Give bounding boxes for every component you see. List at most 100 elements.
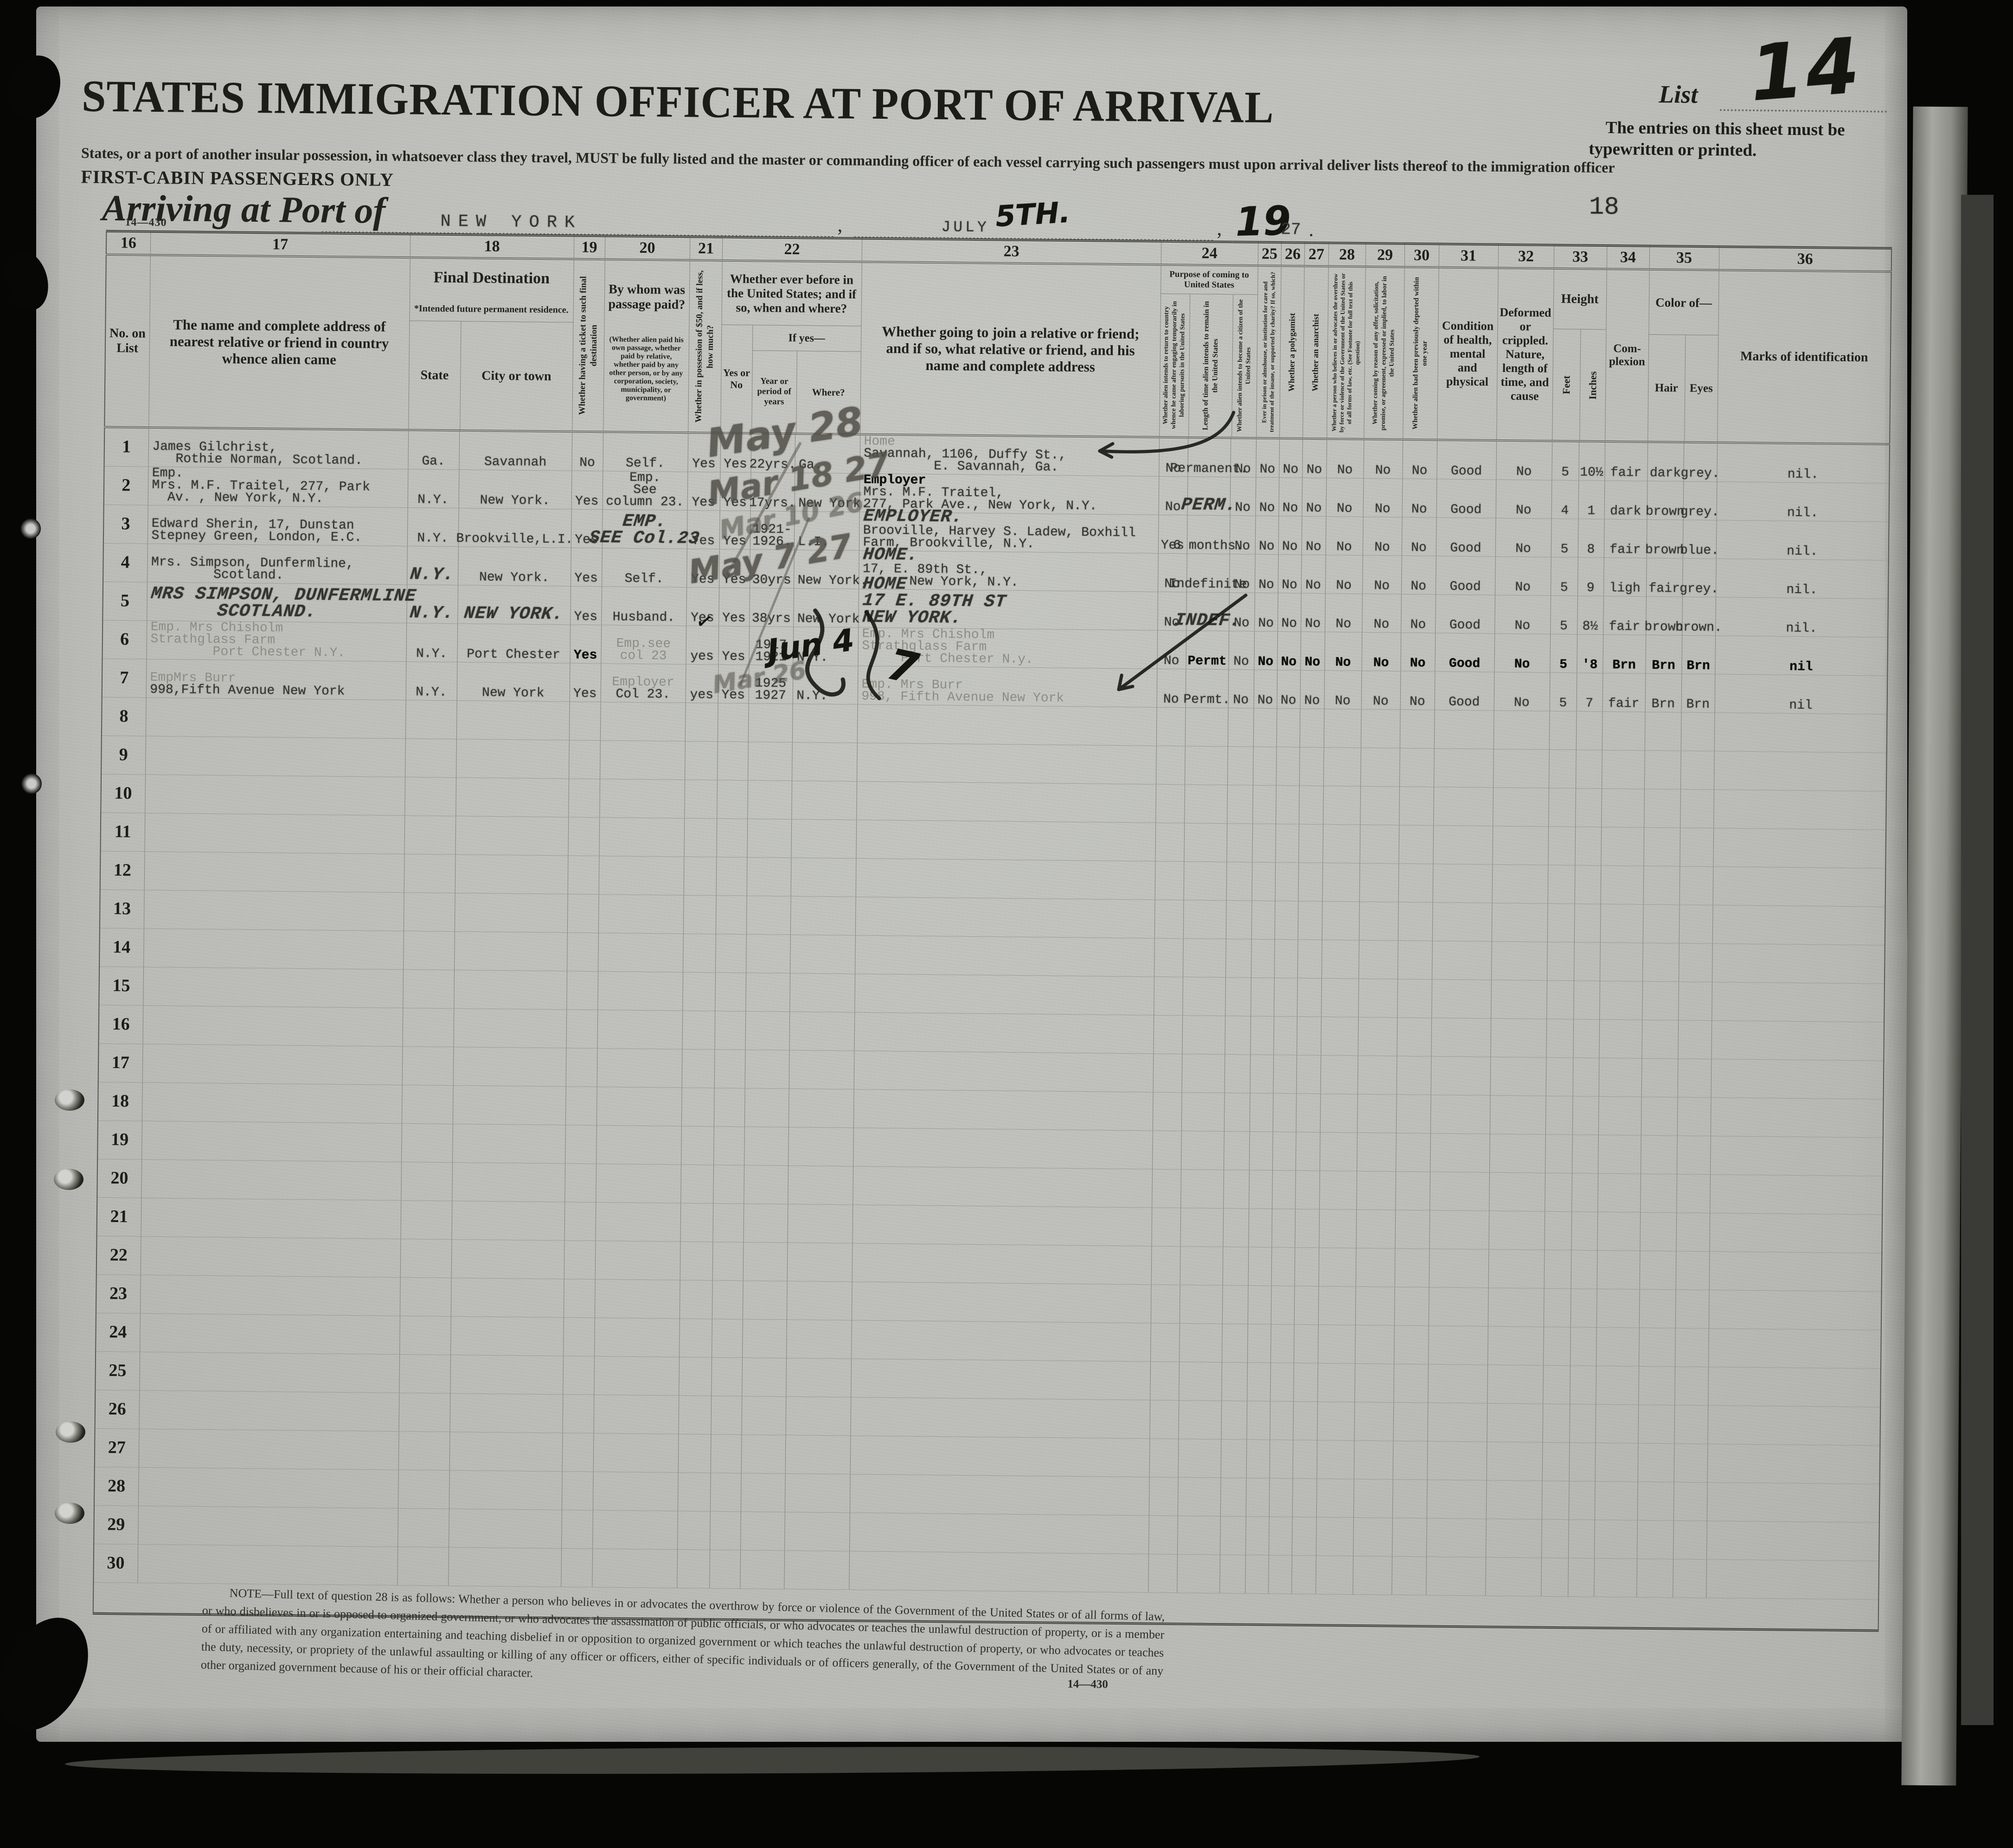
cell-c17 <box>141 1159 402 1201</box>
cell-c18s <box>405 738 456 778</box>
cell-c20 <box>596 1087 682 1126</box>
column-number: 33 <box>1553 245 1607 269</box>
cell-c33i: 7 <box>1576 672 1603 712</box>
cell-c24b <box>1177 1554 1220 1593</box>
cell-c21 <box>681 1087 714 1127</box>
cell-line: No <box>1336 501 1353 516</box>
cell-line: 12 <box>113 860 132 880</box>
column-header-anarchist: Whether an anarchist <box>1302 266 1328 439</box>
list-number-handwritten: 14 <box>1746 21 1866 119</box>
cell-c21 <box>685 703 718 742</box>
cell-c28 <box>1321 978 1359 1017</box>
cell-c33f: 5 <box>1550 634 1577 673</box>
cell-c33i <box>1573 980 1600 1020</box>
cell-c24b <box>1183 938 1226 978</box>
column-number: 18 <box>410 234 574 259</box>
cell-c18s: N.Y. <box>407 546 458 585</box>
cell-c32 <box>1485 1557 1542 1597</box>
cell-c33i <box>1568 1481 1595 1520</box>
cell-line: No <box>1304 693 1320 709</box>
column-number: 29 <box>1365 243 1405 267</box>
cell-c33i <box>1568 1519 1595 1559</box>
cell-c33i <box>1571 1250 1597 1289</box>
cell-c20 <box>598 894 684 934</box>
cell-c34 <box>1598 1135 1641 1174</box>
cell-c19 <box>568 779 600 818</box>
cell-c35h <box>1640 1174 1677 1213</box>
cell-c23 <box>852 1204 1152 1247</box>
cell-c21 <box>683 934 716 973</box>
cell-c22y <box>710 1434 742 1473</box>
cell-c17 <box>144 851 404 893</box>
cell-c18s <box>403 892 455 932</box>
cell-line: Yes <box>575 494 599 509</box>
cell-c25 <box>1253 708 1277 747</box>
cell-c35h: Brn <box>1645 635 1682 674</box>
cell-c30 <box>1392 1441 1428 1480</box>
cell-c27 <box>1294 1247 1319 1286</box>
header-label: Marks of identification <box>1740 349 1868 365</box>
cell-c23 <box>852 1243 1152 1285</box>
cell-c17: EmpMrs Burr 998,Fifth Avenue New York <box>146 659 406 700</box>
form-number-bottom: 14—430 <box>1067 1677 1108 1691</box>
cell-line: Permt <box>1187 654 1227 669</box>
cell-c23 <box>851 1320 1151 1362</box>
cell-c31: Good <box>1436 556 1495 595</box>
cell-c35e: grey. <box>1680 558 1718 597</box>
cell-line: dark <box>1649 466 1681 481</box>
cell-c32: No <box>1494 672 1550 711</box>
cell-line: 24 <box>109 1322 127 1342</box>
cell-c33f <box>1548 826 1576 865</box>
cell-c24b: Permt. <box>1183 669 1231 708</box>
cell-c27 <box>1293 1401 1318 1440</box>
cell-c28 <box>1318 1324 1355 1364</box>
cell-line: Brn <box>1651 697 1675 712</box>
cell-c22w <box>790 896 856 936</box>
cell-line: 18 <box>111 1091 129 1111</box>
cell-c27: No <box>1301 555 1326 594</box>
cell-c35e <box>1680 789 1714 828</box>
cell-c17 <box>142 1044 403 1085</box>
cell-line: brown <box>1645 543 1685 558</box>
cell-c18s <box>404 815 456 855</box>
cell-c24a <box>1152 1169 1181 1208</box>
cell-c18s: N.Y. <box>406 623 458 662</box>
cell-c26 <box>1274 939 1298 978</box>
column-number: 26 <box>1281 242 1305 266</box>
cell-c27 <box>1292 1517 1316 1556</box>
cell-c28 <box>1323 786 1361 825</box>
cell-c22w <box>788 1165 853 1205</box>
cell-line: 10 <box>114 783 132 803</box>
cell-c22y <box>711 1396 742 1435</box>
cell-c24b <box>1181 1054 1225 1093</box>
cell-c26 <box>1276 747 1300 786</box>
cell-c24c <box>1227 785 1253 824</box>
cell-line: Permt. <box>1183 692 1231 708</box>
cell-c24a <box>1154 977 1183 1016</box>
cell-c23 <box>856 781 1156 823</box>
cell-c24c <box>1224 1054 1250 1093</box>
cell-c36 <box>1708 1367 1881 1407</box>
cell-c22w <box>788 1127 853 1166</box>
cell-line: 19 <box>111 1129 129 1149</box>
cell-c19 <box>568 817 600 856</box>
cell-line: dark <box>1610 504 1641 519</box>
cell-c35h <box>1638 1366 1675 1406</box>
cell-n: 23 <box>96 1274 141 1314</box>
header-label: Whether a person who believes in or advo… <box>1330 273 1361 433</box>
cell-c32 <box>1492 864 1548 904</box>
cell-c26 <box>1270 1285 1295 1325</box>
cell-c29 <box>1357 1055 1397 1095</box>
cell-c28 <box>1321 901 1359 940</box>
cell-line: No <box>579 455 596 471</box>
cell-c24b: INDEF. <box>1173 592 1242 631</box>
cell-c20 <box>598 933 683 972</box>
cell-c24c <box>1221 1400 1247 1440</box>
cell-c31 <box>1432 902 1492 942</box>
cell-line: No <box>1335 617 1352 632</box>
cell-c22w <box>785 1435 851 1474</box>
cell-c33i <box>1570 1327 1596 1366</box>
cell-line: 9 <box>1586 581 1595 595</box>
cell-line: Yes <box>574 609 598 625</box>
cell-c23: Home Savannah, 1106, Duffy St., E. Savann… <box>859 434 1160 477</box>
